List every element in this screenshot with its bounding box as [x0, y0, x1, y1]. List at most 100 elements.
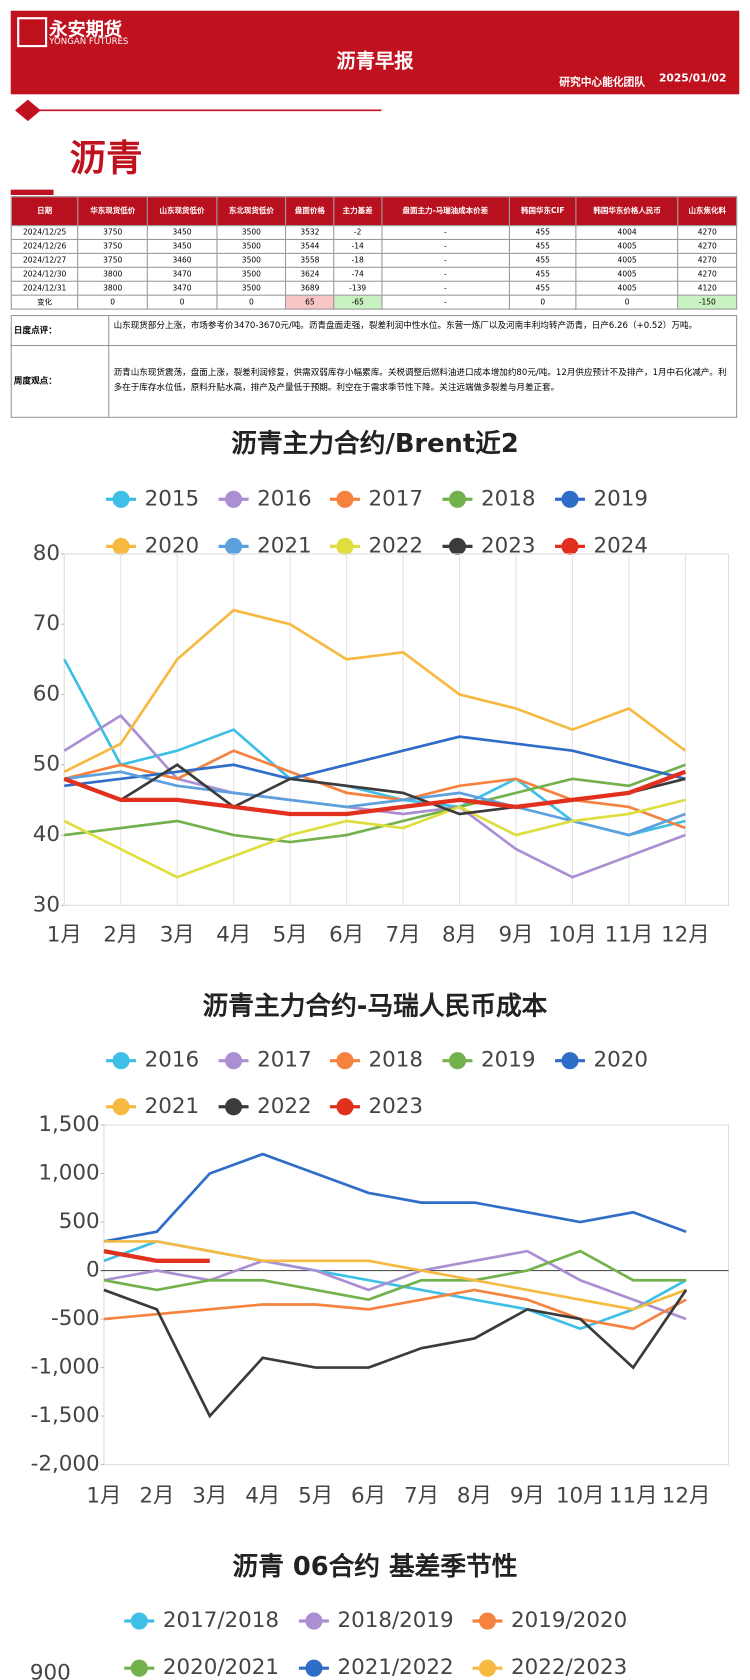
series-line: [103, 1249, 687, 1302]
y-tick-label: -500: [51, 1306, 100, 1331]
legend-label: 2021: [145, 1094, 199, 1119]
legend-label: 2017: [369, 486, 423, 511]
table-row: 2024/12/26 3750 3450 3500 3544 -14-455 4005 427…: [10, 238, 738, 254]
x-tick-label: 10月: [548, 922, 597, 947]
table-cell: 4005: [575, 238, 679, 254]
x-tick-label: 4月: [216, 922, 251, 947]
x-tick-label: 1月: [47, 922, 82, 947]
legend-label: 2016: [257, 486, 311, 511]
series-line: [63, 763, 686, 816]
x-tick-label: 5月: [298, 1484, 333, 1509]
x-tick-label: 12月: [661, 922, 710, 947]
table-cell: 0: [508, 294, 577, 310]
column-header: 盘面价格: [285, 196, 335, 227]
legend-marker: [305, 1612, 323, 1630]
table-cell: 65: [285, 294, 335, 310]
x-tick-label: 3月: [160, 922, 195, 947]
legend-label: 2018: [481, 486, 535, 511]
table-cell: 0: [575, 294, 679, 310]
label: 日度点评：: [12, 316, 110, 345]
y-tick-label: 80: [33, 541, 60, 566]
legend-marker: [448, 1052, 467, 1070]
column-header: 山东现货低价: [146, 196, 218, 227]
x-tick-label: 8月: [442, 922, 477, 947]
table-cell: 3624: [285, 266, 335, 282]
table-cell: -: [380, 224, 510, 240]
chart-title: 沥青 06合约 基差季节性: [232, 1551, 517, 1582]
legend-label: 2020: [594, 1048, 648, 1073]
table-cell: 455: [508, 280, 577, 296]
series-line: [103, 1288, 688, 1419]
legend-marker: [112, 537, 130, 555]
table-row: 2024/12/31 3800 3470 3500 3689 -139-455 4005 41…: [10, 280, 738, 296]
series-line: [64, 735, 686, 788]
table-row: 2024/12/27 3750 3460 3500 3558 -18-455 4005 427…: [10, 252, 738, 268]
chart: 沥青主力合约-马瑞人民币成本 2016 2017 2018 2019 2020 2021 20…: [31, 991, 730, 1509]
y-tick-label: 1,000: [38, 1160, 99, 1185]
table-cell: 3558: [285, 252, 335, 268]
legend-marker: [305, 1659, 323, 1677]
table-cell: 3750: [77, 224, 148, 240]
table-cell: 455: [508, 238, 577, 254]
series-line: [64, 763, 686, 844]
table-cell: 3500: [216, 252, 287, 268]
y-tick-label: 60: [33, 681, 60, 706]
table-cell: 3800: [77, 266, 148, 282]
series-line: [103, 1249, 687, 1321]
legend-marker: [336, 537, 354, 555]
label: 周度观点：: [12, 343, 110, 417]
x-tick-label: 6月: [351, 1484, 386, 1509]
table-cell: 3500: [216, 224, 287, 240]
table-cell: 2024/12/31: [10, 280, 79, 296]
table-cell: -2: [333, 224, 383, 240]
legend-marker: [112, 1052, 130, 1070]
table-cell: -18: [333, 252, 383, 268]
legend-label: 2023: [369, 1094, 423, 1119]
legend-label: 2017/2018: [163, 1608, 279, 1633]
table-cell: 4120: [677, 280, 738, 296]
x-tick-label: 2月: [103, 922, 138, 947]
table-cell: -139: [333, 280, 383, 296]
text: 山东现货部分上涨，市场参考价3470-3670元/吨。沥青盘面走强，裂差利润中性…: [113, 320, 698, 330]
table-cell: -150: [677, 294, 738, 310]
legend-label: 2024: [594, 533, 648, 558]
legend-marker: [561, 537, 579, 555]
legend-label: 2018: [369, 1048, 423, 1073]
series-line: [103, 1240, 687, 1311]
table-cell: -74: [333, 266, 383, 282]
table-cell: 变化: [10, 294, 79, 310]
table-cell: 0: [216, 294, 287, 310]
table-row: 2024/12/25 3750 3450 3500 3532 -2-455 4004 4270: [10, 224, 738, 240]
x-tick-label: 5月: [273, 922, 308, 947]
legend-marker: [336, 490, 354, 508]
x-tick-label: 2月: [139, 1484, 174, 1509]
chart: 沥青主力合约/Brent近2 2015 2016 2017 2018 2019 2020 20…: [33, 428, 730, 947]
title: 沥青早报: [336, 50, 414, 73]
table-cell: 0: [146, 294, 218, 310]
table-cell: 3470: [146, 266, 218, 282]
x-tick-label: 7月: [404, 1484, 439, 1509]
column-header: 日期: [10, 196, 79, 227]
series-line: [63, 608, 687, 773]
table-cell: 455: [508, 252, 577, 268]
chart: 沥青 06合约 基差季节性 2017/2018 2018/2019 2019/2020…: [30, 1551, 627, 1680]
legend-label: 2023: [481, 533, 535, 558]
table-cell: 3544: [285, 238, 335, 254]
table-row: 2024/12/30 3800 3470 3500 3624 -74-455 4005 427…: [10, 266, 738, 282]
x-tick-label: 10月: [556, 1484, 605, 1509]
legend-label: 2022: [369, 533, 423, 558]
x-tick-label: 8月: [457, 1484, 492, 1509]
legend-marker: [130, 1612, 148, 1630]
y-tick-label: -1,000: [31, 1355, 100, 1380]
legend-marker: [478, 1659, 497, 1677]
legend-marker: [130, 1659, 148, 1677]
accent-bar: [10, 189, 54, 195]
legend-marker: [561, 490, 579, 508]
chart-title: 沥青主力合约/Brent近2: [231, 428, 518, 459]
table-cell: 4270: [677, 252, 738, 268]
column-header: 东北现货低价: [216, 196, 287, 227]
series-line: [103, 1152, 687, 1243]
series-line: [103, 1249, 210, 1263]
legend-label: 2019/2020: [511, 1608, 627, 1633]
